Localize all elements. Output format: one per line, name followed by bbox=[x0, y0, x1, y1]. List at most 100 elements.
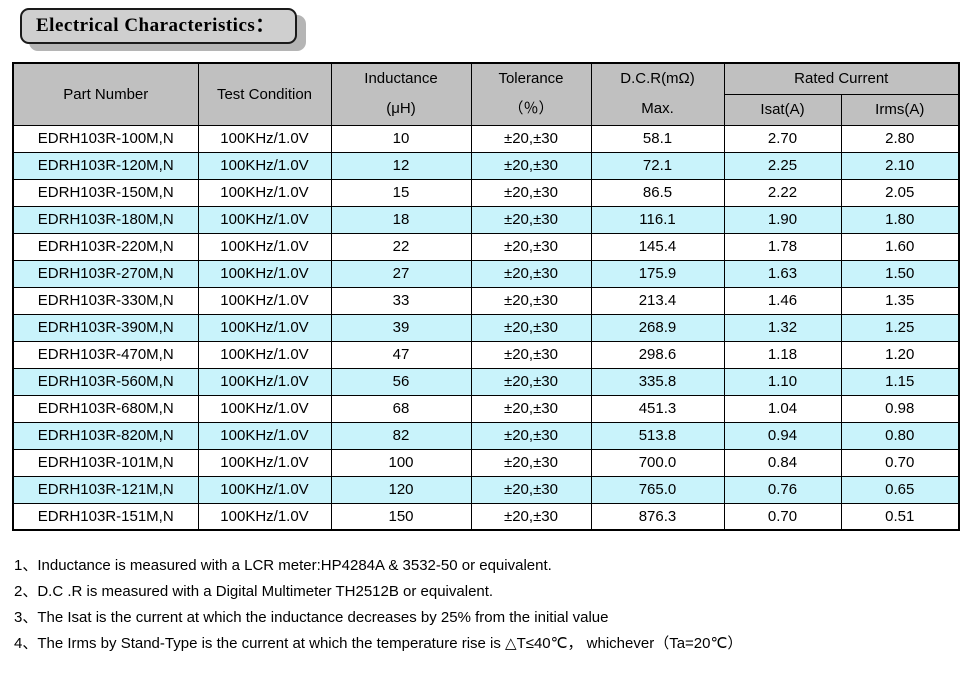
cell-dcr: 86.5 bbox=[590, 178, 725, 207]
cell-dcr: 876.3 bbox=[590, 502, 725, 531]
cell-cond: 100KHz/1.0V bbox=[197, 205, 332, 234]
cell-irms: 1.35 bbox=[840, 286, 960, 315]
col-header-isat: Isat(A) bbox=[723, 93, 842, 126]
cell-ind: 47 bbox=[330, 340, 472, 369]
cell-dcr: 116.1 bbox=[590, 205, 725, 234]
note-line-4: 4、The Irms by Stand-Type is the current … bbox=[14, 635, 743, 652]
cell-cond: 100KHz/1.0V bbox=[197, 394, 332, 423]
cell-isat: 1.63 bbox=[723, 259, 842, 288]
cell-cond: 100KHz/1.0V bbox=[197, 367, 332, 396]
cell-cond: 100KHz/1.0V bbox=[197, 178, 332, 207]
cell-ind: 22 bbox=[330, 232, 472, 261]
cell-part: EDRH103R-680M,N bbox=[12, 394, 199, 423]
cell-cond: 100KHz/1.0V bbox=[197, 313, 332, 342]
cell-dcr: 765.0 bbox=[590, 475, 725, 504]
table-row: EDRH103R-150M,N 100KHz/1.0V 15 ±20,±30 86.5 2… bbox=[12, 178, 960, 207]
cell-isat: 0.70 bbox=[723, 502, 842, 531]
cell-part: EDRH103R-180M,N bbox=[12, 205, 199, 234]
cell-ind: 150 bbox=[330, 502, 472, 531]
page-title: Electrical Characteristics： bbox=[20, 8, 297, 44]
cell-part: EDRH103R-270M,N bbox=[12, 259, 199, 288]
cell-tol: ±20,±30 bbox=[470, 232, 592, 261]
cell-dcr: 175.9 bbox=[590, 259, 725, 288]
cell-dcr: 72.1 bbox=[590, 151, 725, 180]
cell-dcr: 145.4 bbox=[590, 232, 725, 261]
col-header-dcr-line1: D.C.R(mΩ) bbox=[620, 70, 695, 88]
table-row: EDRH103R-100M,N 100KHz/1.0V 10 ±20,±30 58.1 2… bbox=[12, 124, 960, 153]
cell-tol: ±20,±30 bbox=[470, 421, 592, 450]
cell-part: EDRH103R-150M,N bbox=[12, 178, 199, 207]
cell-part: EDRH103R-151M,N bbox=[12, 502, 199, 531]
note-line-1: 1、Inductance is measured with a LCR mete… bbox=[14, 557, 552, 574]
table-row: EDRH103R-560M,N 100KHz/1.0V 56 ±20,±30 335.8… bbox=[12, 367, 960, 396]
cell-ind: 39 bbox=[330, 313, 472, 342]
cell-dcr: 58.1 bbox=[590, 124, 725, 153]
col-header-inductance-line1: Inductance bbox=[364, 70, 438, 88]
header-row-1: Part Number Test Condition Inductance (μ… bbox=[12, 62, 960, 126]
col-header-tolerance-line1: Tolerance bbox=[498, 70, 564, 88]
title-area: Electrical Characteristics： bbox=[0, 0, 971, 49]
cell-part: EDRH103R-121M,N bbox=[12, 475, 199, 504]
table-row: EDRH103R-680M,N 100KHz/1.0V 68 ±20,±30 451.3… bbox=[12, 394, 960, 423]
cell-dcr: 700.0 bbox=[590, 448, 725, 477]
cell-isat: 0.84 bbox=[723, 448, 842, 477]
cell-dcr: 513.8 bbox=[590, 421, 725, 450]
cell-part: EDRH103R-120M,N bbox=[12, 151, 199, 180]
cell-part: EDRH103R-560M,N bbox=[12, 367, 199, 396]
cell-isat: 2.70 bbox=[723, 124, 842, 153]
cell-cond: 100KHz/1.0V bbox=[197, 340, 332, 369]
cell-part: EDRH103R-390M,N bbox=[12, 313, 199, 342]
cell-dcr: 335.8 bbox=[590, 367, 725, 396]
cell-cond: 100KHz/1.0V bbox=[197, 232, 332, 261]
cell-tol: ±20,±30 bbox=[470, 313, 592, 342]
cell-irms: 0.80 bbox=[840, 421, 960, 450]
cell-ind: 27 bbox=[330, 259, 472, 288]
cell-irms: 1.80 bbox=[840, 205, 960, 234]
cell-isat: 1.32 bbox=[723, 313, 842, 342]
cell-irms: 0.51 bbox=[840, 502, 960, 531]
cell-ind: 100 bbox=[330, 448, 472, 477]
cell-ind: 120 bbox=[330, 475, 472, 504]
cell-ind: 18 bbox=[330, 205, 472, 234]
cell-tol: ±20,±30 bbox=[470, 448, 592, 477]
table-row: EDRH103R-270M,N 100KHz/1.0V 27 ±20,±30 175.9… bbox=[12, 259, 960, 288]
cell-isat: 2.25 bbox=[723, 151, 842, 180]
cell-irms: 1.60 bbox=[840, 232, 960, 261]
cell-isat: 1.46 bbox=[723, 286, 842, 315]
cell-isat: 1.90 bbox=[723, 205, 842, 234]
cell-isat: 1.04 bbox=[723, 394, 842, 423]
table-row: EDRH103R-101M,N 100KHz/1.0V 100 ±20,±30 700.… bbox=[12, 448, 960, 477]
cell-dcr: 268.9 bbox=[590, 313, 725, 342]
cell-part: EDRH103R-220M,N bbox=[12, 232, 199, 261]
cell-irms: 1.50 bbox=[840, 259, 960, 288]
col-header-rated-current: Rated Current bbox=[723, 62, 960, 95]
cell-cond: 100KHz/1.0V bbox=[197, 151, 332, 180]
cell-isat: 1.78 bbox=[723, 232, 842, 261]
cell-irms: 2.10 bbox=[840, 151, 960, 180]
table-row: EDRH103R-180M,N 100KHz/1.0V 18 ±20,±30 116.1… bbox=[12, 205, 960, 234]
cell-ind: 10 bbox=[330, 124, 472, 153]
table-body: EDRH103R-100M,N 100KHz/1.0V 10 ±20,±30 58.1 2… bbox=[12, 124, 960, 531]
table-row: EDRH103R-120M,N 100KHz/1.0V 12 ±20,±30 72.1 2… bbox=[12, 151, 960, 180]
cell-part: EDRH103R-820M,N bbox=[12, 421, 199, 450]
table-row: EDRH103R-121M,N 100KHz/1.0V 120 ±20,±30 765.… bbox=[12, 475, 960, 504]
cell-ind: 68 bbox=[330, 394, 472, 423]
table-row: EDRH103R-470M,N 100KHz/1.0V 47 ±20,±30 298.6… bbox=[12, 340, 960, 369]
cell-isat: 0.76 bbox=[723, 475, 842, 504]
cell-tol: ±20,±30 bbox=[470, 394, 592, 423]
cell-cond: 100KHz/1.0V bbox=[197, 502, 332, 531]
col-header-dcr: D.C.R(mΩ) Max. bbox=[590, 62, 725, 126]
cell-cond: 100KHz/1.0V bbox=[197, 259, 332, 288]
col-header-inductance-line2: (μH) bbox=[386, 100, 416, 118]
cell-cond: 100KHz/1.0V bbox=[197, 124, 332, 153]
cell-cond: 100KHz/1.0V bbox=[197, 421, 332, 450]
table-row: EDRH103R-220M,N 100KHz/1.0V 22 ±20,±30 145.4… bbox=[12, 232, 960, 261]
cell-irms: 0.70 bbox=[840, 448, 960, 477]
cell-irms: 2.05 bbox=[840, 178, 960, 207]
cell-isat: 1.18 bbox=[723, 340, 842, 369]
notes: 1、Inductance is measured with a LCR mete… bbox=[14, 553, 971, 657]
col-header-dcr-line2: Max. bbox=[641, 100, 674, 118]
cell-tol: ±20,±30 bbox=[470, 367, 592, 396]
table-row: EDRH103R-820M,N 100KHz/1.0V 82 ±20,±30 513.8… bbox=[12, 421, 960, 450]
cell-ind: 82 bbox=[330, 421, 472, 450]
